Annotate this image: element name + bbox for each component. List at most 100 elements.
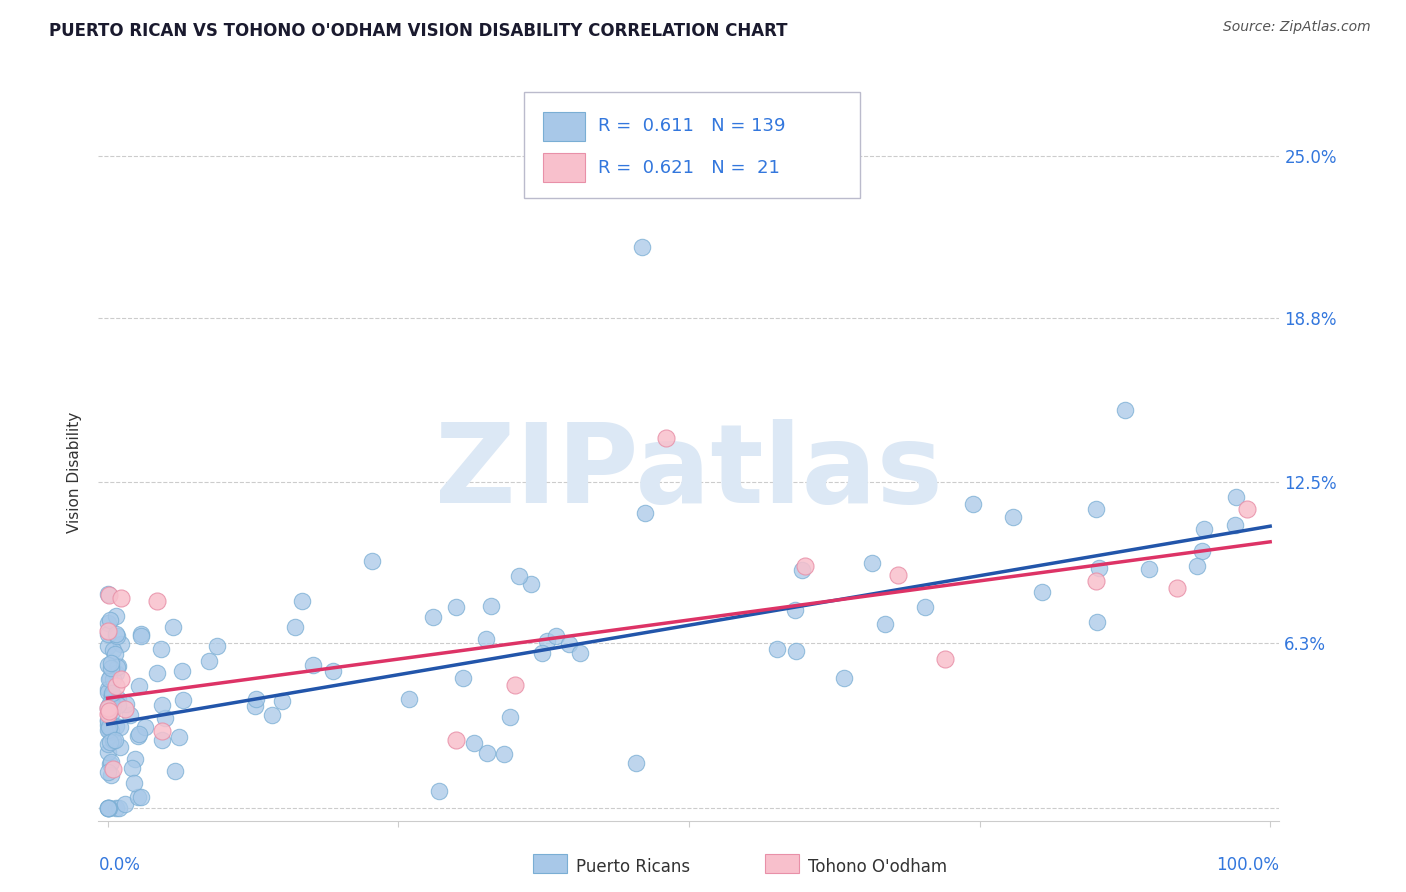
Point — [124, 751, 146, 765]
Point — [100, 701, 122, 715]
Point — [520, 577, 543, 591]
Point — [422, 610, 444, 624]
Point — [1192, 522, 1215, 536]
Point — [475, 632, 498, 647]
Point — [463, 736, 485, 750]
Point — [569, 646, 592, 660]
Point — [97, 685, 120, 699]
Point — [1002, 510, 1025, 524]
Point — [654, 431, 676, 445]
Point — [152, 732, 174, 747]
Point — [427, 784, 450, 798]
Point — [97, 764, 120, 779]
Point — [1088, 560, 1111, 574]
Point — [101, 690, 124, 704]
Point — [105, 800, 128, 814]
Point — [790, 563, 813, 577]
Point — [107, 698, 129, 712]
Point — [100, 724, 122, 739]
Point — [207, 639, 229, 653]
Point — [121, 761, 143, 775]
Point — [794, 558, 817, 573]
Point — [531, 646, 554, 660]
Point — [104, 733, 127, 747]
Point — [105, 659, 128, 673]
Point — [98, 720, 121, 734]
Point — [128, 727, 150, 741]
Point — [494, 747, 516, 761]
Point — [97, 713, 120, 727]
Point — [105, 609, 128, 624]
Point — [150, 641, 173, 656]
Point — [127, 729, 149, 743]
Point — [1084, 574, 1107, 588]
Point — [1191, 544, 1213, 558]
Point — [153, 711, 176, 725]
Point — [122, 775, 145, 789]
Point — [98, 588, 121, 602]
Text: R =  0.621   N =  21: R = 0.621 N = 21 — [598, 159, 779, 177]
Point — [98, 735, 121, 749]
Point — [100, 661, 122, 675]
Point — [97, 737, 120, 751]
Point — [104, 679, 127, 693]
Point — [451, 671, 474, 685]
Point — [129, 629, 152, 643]
Point — [1187, 558, 1209, 573]
Point — [1085, 501, 1108, 516]
Point — [101, 697, 124, 711]
Text: Puerto Ricans: Puerto Ricans — [576, 858, 690, 876]
Text: ZIPatlas: ZIPatlas — [434, 419, 943, 526]
Point — [98, 696, 121, 710]
Point — [785, 643, 807, 657]
Point — [108, 739, 131, 754]
Point — [101, 643, 124, 657]
Text: PUERTO RICAN VS TOHONO O'ODHAM VISION DISABILITY CORRELATION CHART: PUERTO RICAN VS TOHONO O'ODHAM VISION DI… — [49, 22, 787, 40]
Point — [1137, 562, 1160, 576]
Point — [245, 692, 267, 706]
Point — [104, 718, 127, 732]
Point — [860, 556, 883, 570]
Point — [97, 723, 120, 738]
Point — [146, 666, 169, 681]
Point — [101, 732, 124, 747]
Point — [633, 506, 655, 520]
Point — [146, 594, 169, 608]
Point — [110, 672, 132, 686]
Point — [104, 627, 127, 641]
Point — [98, 717, 121, 731]
Point — [150, 698, 173, 713]
Point — [97, 745, 120, 759]
Point — [97, 717, 120, 731]
Point — [114, 797, 136, 811]
Point — [887, 568, 910, 582]
Point — [97, 627, 120, 641]
Text: R =  0.611   N = 139: R = 0.611 N = 139 — [598, 118, 785, 136]
Text: 0.0%: 0.0% — [98, 855, 141, 873]
Point — [108, 720, 131, 734]
Point — [97, 699, 120, 714]
Point — [101, 762, 124, 776]
Point — [398, 692, 420, 706]
Point — [97, 681, 120, 696]
Point — [97, 615, 120, 630]
Point — [1225, 491, 1247, 505]
Point — [785, 603, 807, 617]
Point — [107, 659, 129, 673]
Point — [322, 664, 344, 678]
Point — [962, 497, 984, 511]
Point — [127, 789, 149, 804]
Point — [97, 707, 120, 722]
Point — [98, 723, 121, 738]
Point — [97, 800, 120, 814]
Point — [446, 733, 468, 747]
Point — [97, 800, 120, 814]
Point — [100, 755, 122, 769]
Point — [1236, 502, 1258, 516]
Point — [97, 800, 120, 814]
Point — [290, 594, 312, 608]
Point — [101, 734, 124, 748]
Point — [162, 620, 184, 634]
Point — [170, 664, 193, 678]
Point — [134, 720, 156, 734]
